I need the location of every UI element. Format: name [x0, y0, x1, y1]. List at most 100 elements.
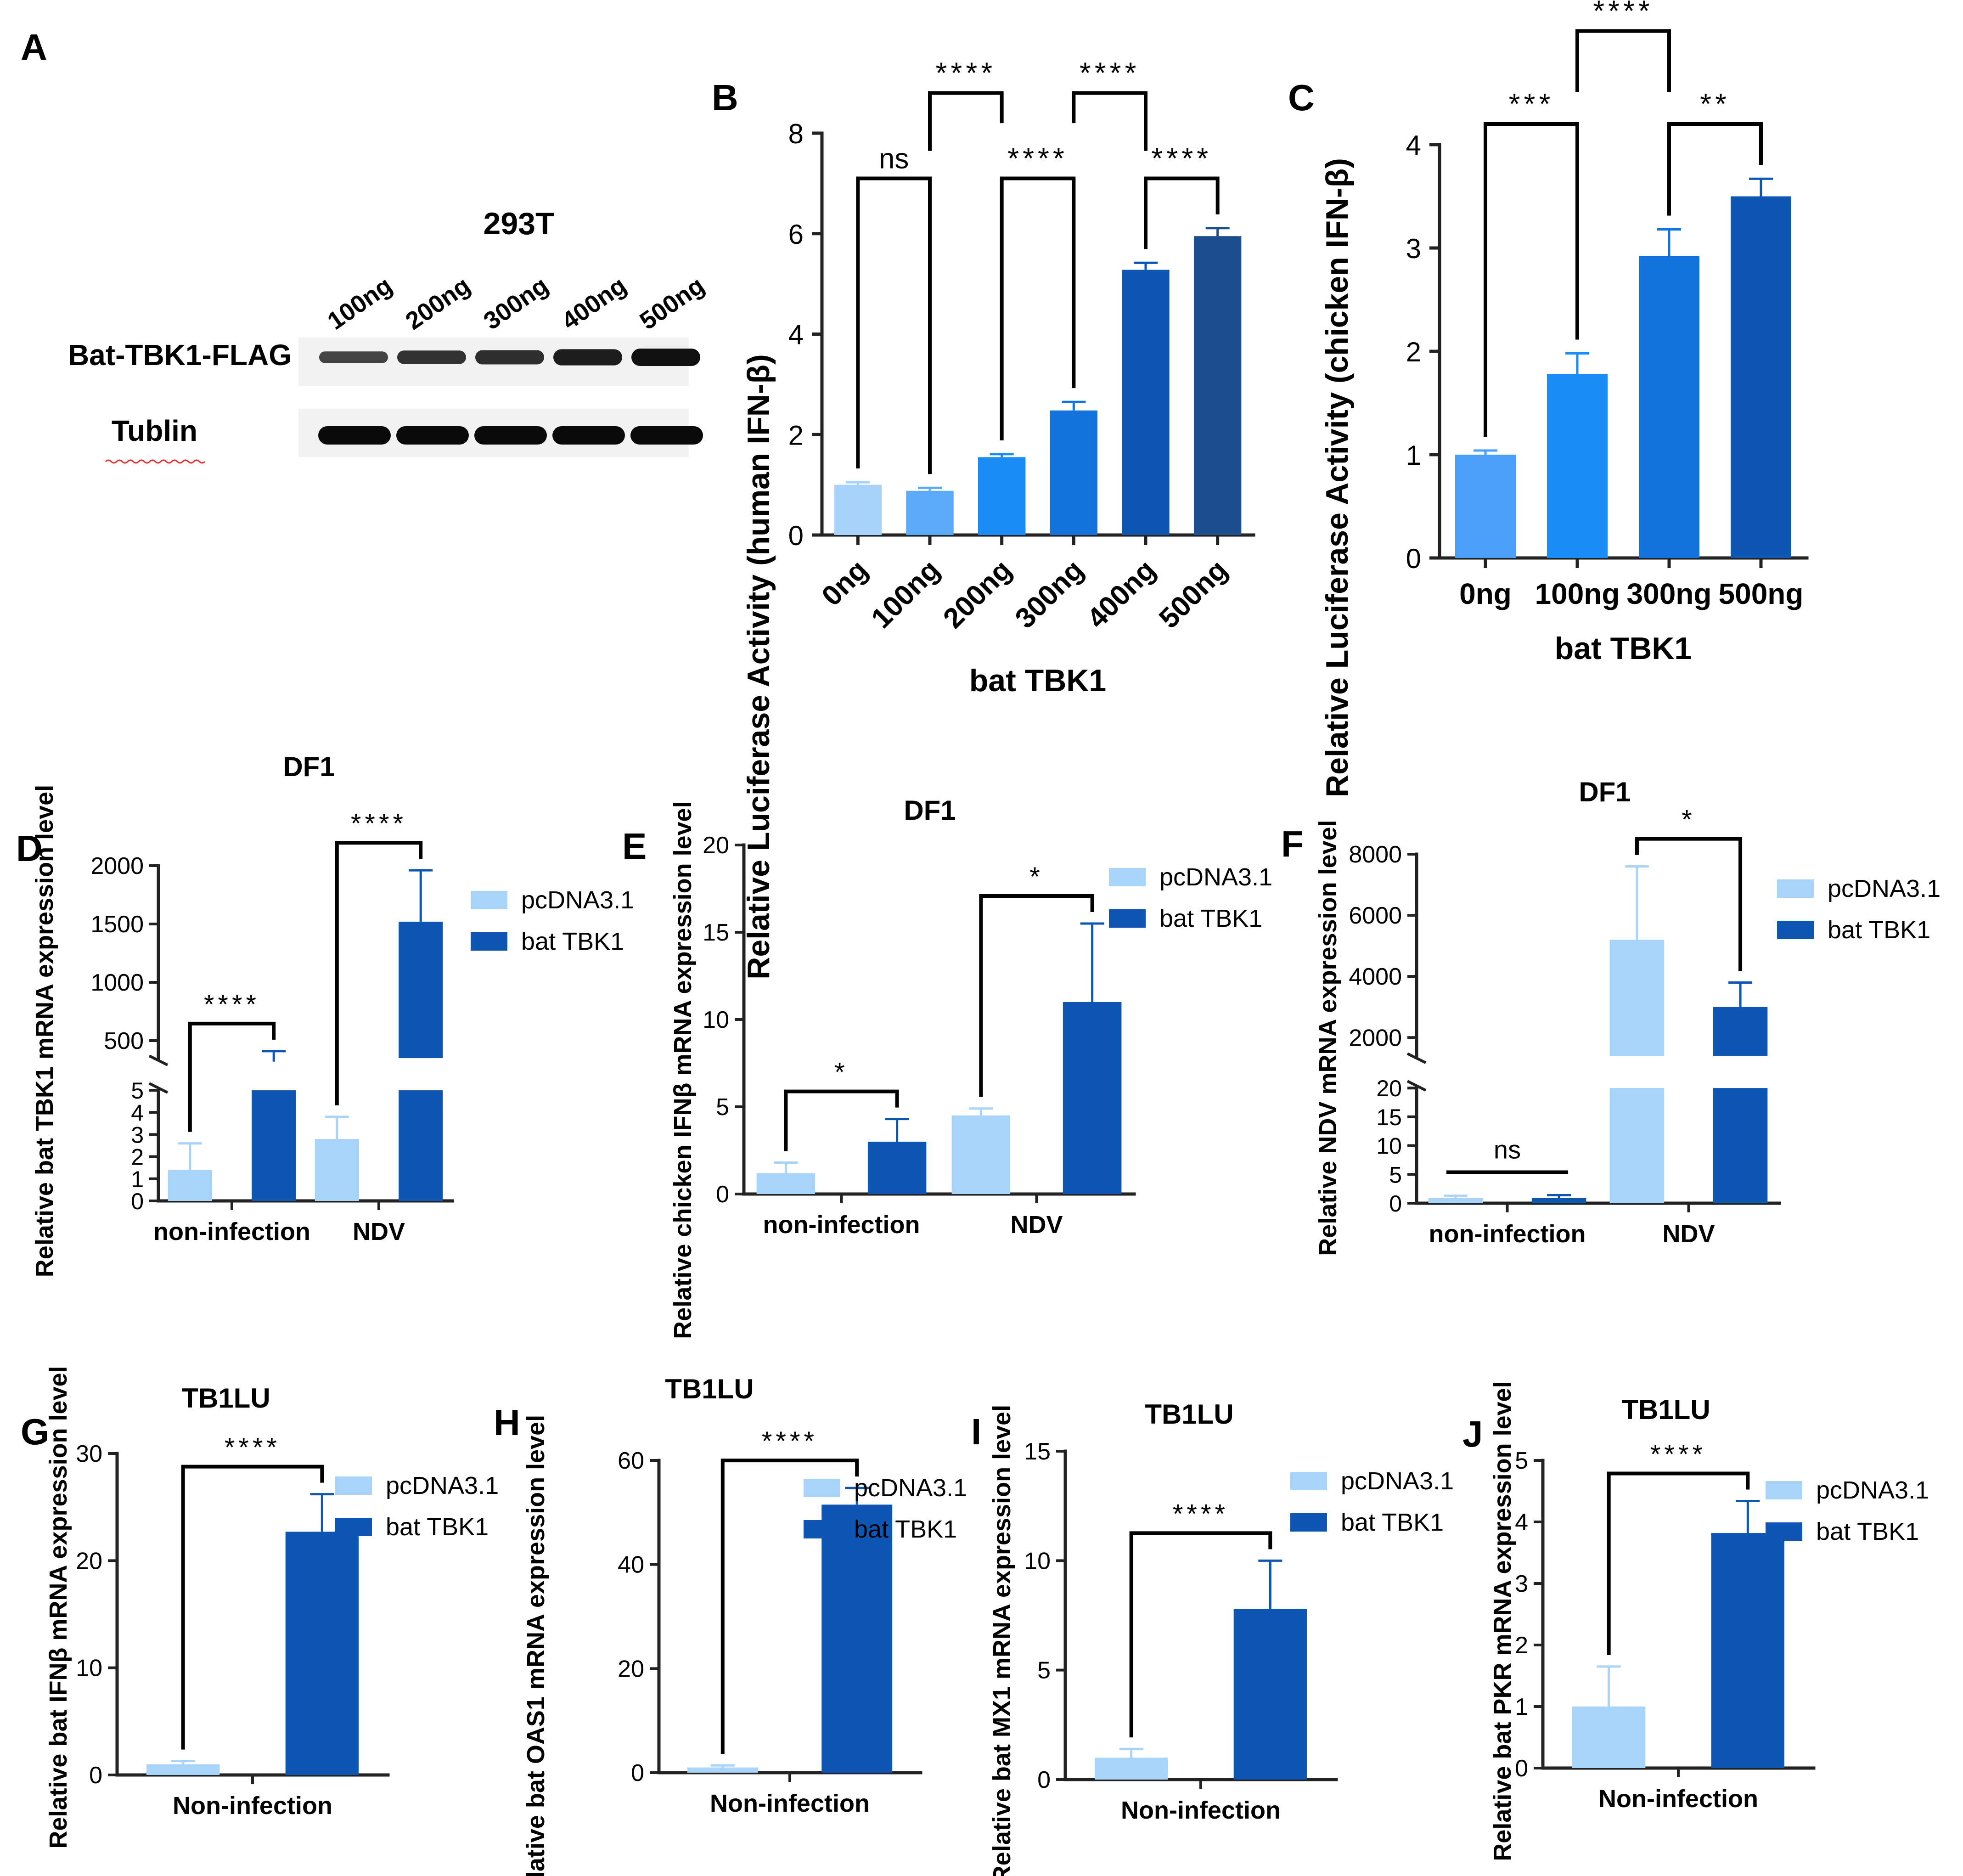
x-tick-label: non-infection	[763, 1211, 920, 1239]
x-tick-label: 500ng	[1153, 554, 1234, 635]
bar-pcDNA3.1	[1095, 1758, 1168, 1780]
chart-panel-c: C Relative Luciferase Activity (chicken I…	[1288, 0, 1809, 797]
y-axis-label: Relative chicken IFNβ mRNA expression le…	[669, 801, 697, 1339]
significance-label: ****	[1152, 141, 1212, 175]
y-tick-label: 20	[618, 1656, 644, 1682]
legend-label: pcDNA3.1	[386, 1472, 499, 1499]
significance-bracket	[1607, 1471, 1750, 1655]
y-tick-label: 5	[716, 1094, 729, 1121]
y-tick-label: 30	[76, 1441, 102, 1467]
x-tick-label: NDV	[1010, 1211, 1063, 1239]
blot-band-bat-tbk1	[319, 351, 388, 363]
y-tick-label: 20	[76, 1548, 102, 1574]
legend-label: pcDNA3.1	[1341, 1467, 1454, 1495]
y-axis-label: Relative bat PKR mRNA expression level	[1489, 1381, 1516, 1861]
panel-letter: H	[494, 1402, 520, 1443]
chart-title: TB1LU	[181, 1383, 270, 1414]
significance-label: **	[1700, 87, 1730, 120]
y-tick-label: 0	[1406, 543, 1421, 574]
panel-letter: D	[16, 828, 43, 869]
y-tick-label: 5	[1515, 1448, 1528, 1474]
y-tick-label: 2000	[90, 853, 144, 879]
significance-bracket	[181, 1465, 324, 1750]
bar-pcDNA3.1	[1572, 1707, 1646, 1768]
y-tick-label: 15	[1024, 1438, 1051, 1465]
significance-bracket	[1000, 176, 1076, 440]
panel-a-western-blot: A 293T 100ng 200ng 300ng 400ng 500ng Bat-TBK…	[21, 27, 709, 464]
x-axis-label: bat TBK1	[1555, 631, 1692, 666]
x-tick-label: NDV	[1662, 1220, 1715, 1248]
significance-label: ns	[1494, 1135, 1521, 1164]
bar-pcDNA3.1	[756, 1173, 816, 1194]
legend-label: bat TBK1	[1159, 905, 1262, 932]
bar-pcDNA3.1	[146, 1764, 220, 1775]
chart-title: TB1LU	[1621, 1394, 1710, 1425]
y-tick-label: 4	[1515, 1509, 1528, 1536]
chart-title: DF1	[283, 751, 335, 782]
bar-0ng	[1455, 455, 1516, 558]
chart-title: DF1	[1579, 777, 1631, 807]
y-tick-label: 4	[1406, 130, 1421, 161]
y-tick-label: 0	[131, 1189, 144, 1214]
panel-letter: C	[1288, 77, 1315, 118]
y-tick-label: 1000	[90, 969, 144, 996]
x-tick-label: 100ng	[1535, 577, 1620, 610]
blot-lane-label: 100ng	[322, 271, 397, 335]
x-tick-label: non-infection	[1429, 1220, 1586, 1248]
blot-lane-labels: 100ng 200ng 300ng 400ng 500ng	[322, 271, 709, 335]
legend-label: bat TBK1	[521, 928, 624, 955]
chart-panel-e: E DF1 Relative chicken IFNβ mRNA expressio…	[622, 795, 1272, 1339]
chart-panel-j: J TB1LU Relative bat PKR mRNA expression l…	[1462, 1381, 1929, 1861]
y-tick-label: 1	[1406, 440, 1421, 471]
legend-label: pcDNA3.1	[1828, 875, 1941, 902]
panel-letter: F	[1281, 823, 1304, 864]
y-tick-label: 8	[788, 118, 804, 149]
significance-bracket	[856, 176, 932, 474]
significance-label: ****	[1593, 0, 1654, 28]
blot-band-bat-tbk1	[631, 349, 700, 366]
bar-lower-segment	[399, 1090, 443, 1201]
y-tick-label: 3	[1515, 1571, 1528, 1597]
significance-bracket	[1667, 122, 1763, 216]
x-tick-label: 100ng	[865, 554, 946, 635]
y-axis-label: Relative NDV mRNA expression level	[1314, 820, 1342, 1256]
bar-bat TBK1	[867, 1142, 927, 1194]
significance-label: *	[834, 1058, 849, 1087]
legend-swatch-pcdna	[1777, 879, 1814, 898]
bar-pcDNA3.1	[1428, 1198, 1483, 1203]
y-axis-label: Relative bat MX1 mRNA expression level	[988, 1405, 1016, 1876]
y-tick-label: 10	[703, 1007, 729, 1033]
y-tick-label: 2	[131, 1144, 144, 1170]
y-tick-label: 2	[1515, 1632, 1528, 1659]
significance-bracket	[928, 91, 1004, 151]
y-tick-label: 5	[131, 1078, 144, 1104]
legend-swatch-pcdna	[804, 1479, 840, 1497]
axis-break-mark	[148, 1054, 169, 1066]
blot-band-bat-tbk1	[397, 350, 466, 364]
significance-bracket	[1484, 122, 1579, 437]
bar-pcDNA3.1	[951, 1115, 1011, 1194]
significance-bracket	[1072, 91, 1147, 151]
significance-label: ns	[879, 143, 909, 175]
y-tick-label: 20	[703, 832, 729, 859]
y-tick-label: 40	[618, 1552, 644, 1578]
bar-pcDNA3.1	[315, 1139, 359, 1201]
x-tick-label: Non-infection	[173, 1792, 332, 1820]
bar-300ng	[1639, 256, 1699, 558]
legend-label: bat TBK1	[386, 1513, 489, 1541]
significance-label: ****	[1650, 1439, 1706, 1469]
blot-row-label-tublin: Tublin	[112, 414, 197, 447]
x-tick-label: 200ng	[937, 554, 1018, 635]
x-tick-label: 300ng	[1009, 554, 1090, 635]
tublin-spellcheck-underline	[105, 459, 206, 464]
significance-label: ****	[225, 1433, 281, 1463]
y-tick-label: 1500	[90, 911, 144, 938]
bar-lower-segment	[1713, 1088, 1768, 1203]
significance-bracket	[979, 894, 1094, 1097]
significance-bracket	[335, 841, 423, 1105]
blot-bands	[318, 349, 703, 445]
y-tick-label: 10	[1376, 1133, 1402, 1159]
bar-100ng	[906, 490, 954, 535]
blot-band-tublin	[474, 426, 547, 445]
blot-band-tublin	[630, 426, 703, 445]
